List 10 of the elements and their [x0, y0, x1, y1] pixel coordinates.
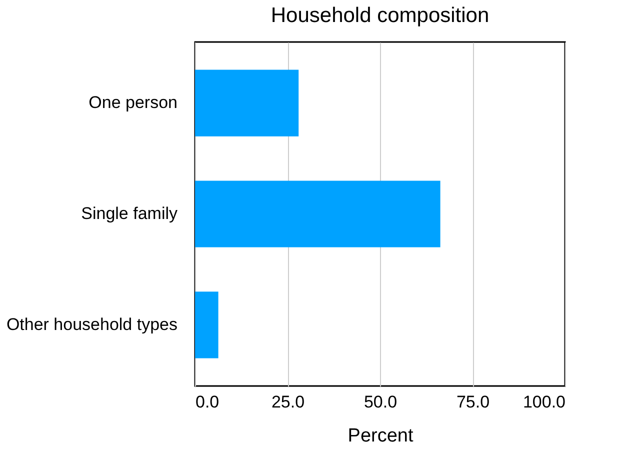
- x-tick-label: 75.0: [456, 392, 490, 412]
- y-tick-label: Other household types: [6, 314, 178, 334]
- x-tick-label: 50.0: [364, 392, 398, 412]
- x-tick-label: 100.0: [522, 392, 566, 412]
- x-tick-label: 25.0: [271, 392, 305, 412]
- y-tick-label: Single family: [81, 204, 178, 223]
- y-tick-label: One person: [88, 93, 178, 112]
- x-axis-title: Percent: [348, 426, 414, 446]
- chart-title: Household composition: [270, 4, 490, 27]
- x-tick-label: 0.0: [196, 392, 220, 412]
